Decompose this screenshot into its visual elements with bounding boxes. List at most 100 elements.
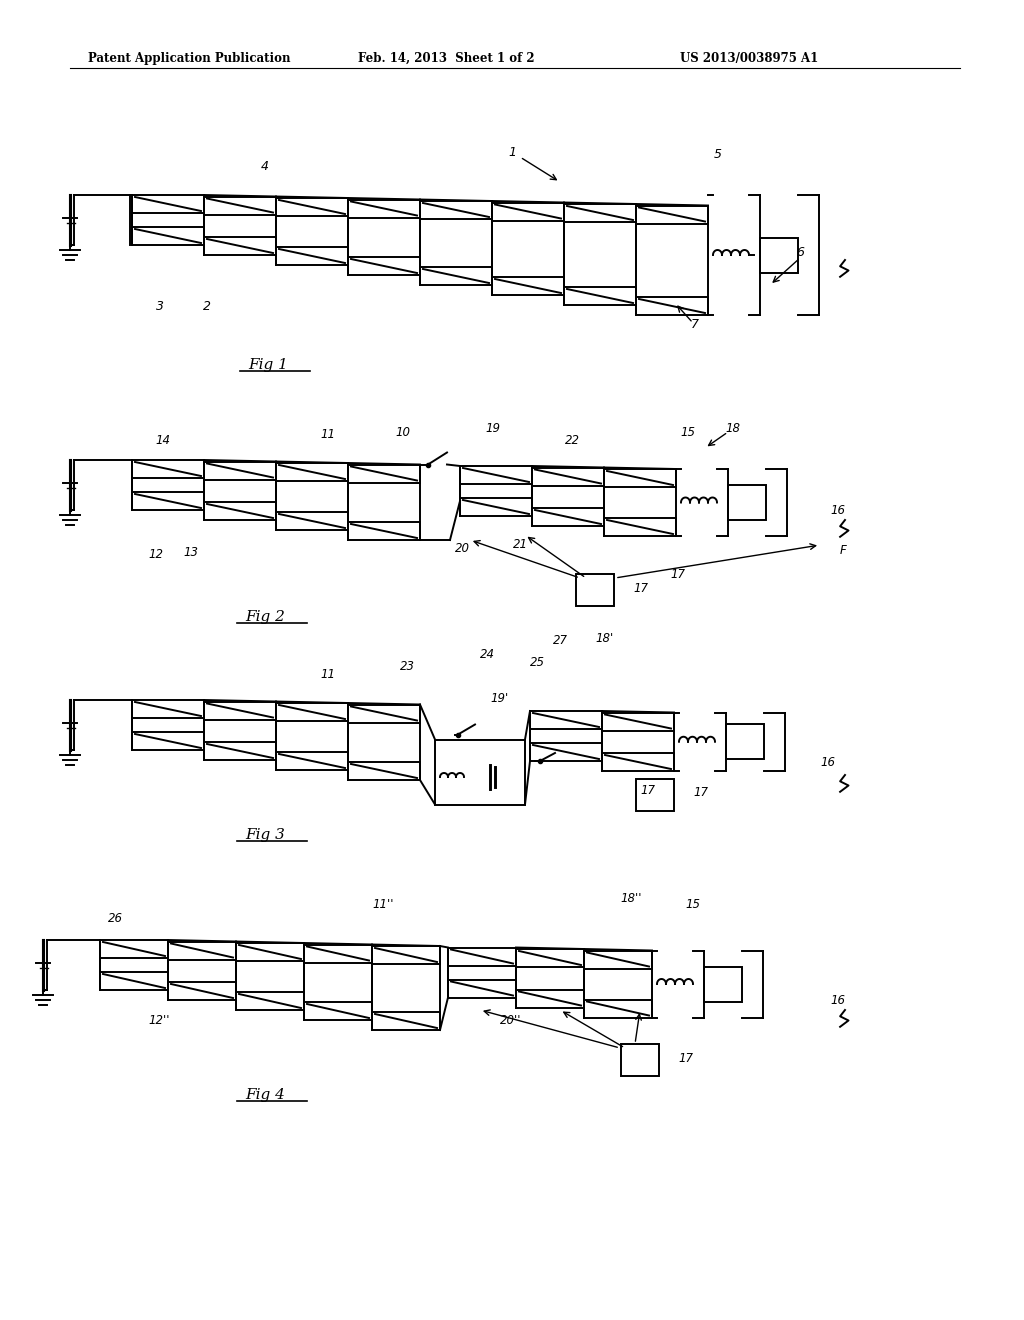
Bar [602, 752, 674, 771]
Text: 17: 17 [640, 784, 655, 796]
Bar [168, 982, 236, 1001]
Bar [348, 705, 420, 722]
Text: 15: 15 [685, 899, 700, 912]
Bar [276, 512, 348, 531]
Text: 17: 17 [670, 569, 685, 582]
Bar [132, 700, 204, 718]
Bar [204, 502, 276, 520]
Bar [564, 205, 636, 222]
Text: 18': 18' [595, 631, 613, 644]
Text: 20: 20 [455, 541, 470, 554]
Bar [100, 940, 168, 958]
Bar [348, 762, 420, 780]
Text: US 2013/0038975 A1: US 2013/0038975 A1 [680, 51, 818, 65]
Text: 20'': 20'' [500, 1014, 521, 1027]
Bar [532, 508, 604, 525]
Text: Fig 1: Fig 1 [248, 358, 288, 372]
Text: 18: 18 [725, 421, 740, 434]
Bar [168, 941, 236, 960]
Text: Feb. 14, 2013  Sheet 1 of 2: Feb. 14, 2013 Sheet 1 of 2 [358, 51, 535, 65]
Text: Fig 3: Fig 3 [245, 828, 285, 842]
Text: 16: 16 [830, 503, 845, 516]
Text: 11: 11 [319, 668, 335, 681]
Bar [132, 733, 204, 750]
Bar [530, 711, 602, 729]
Bar [575, 574, 614, 606]
Bar [726, 725, 764, 759]
Bar [530, 743, 602, 762]
Bar [204, 197, 276, 214]
Bar [276, 704, 348, 721]
Text: 27: 27 [553, 634, 568, 647]
Bar [532, 467, 604, 486]
Text: 1: 1 [508, 145, 516, 158]
Bar [236, 993, 304, 1010]
Bar [276, 463, 348, 480]
Bar [636, 297, 708, 315]
Bar [204, 742, 276, 760]
Bar [236, 942, 304, 961]
Text: 16: 16 [820, 756, 835, 770]
Text: Fig 4: Fig 4 [245, 1088, 285, 1102]
Bar [516, 990, 584, 1007]
Bar [760, 238, 798, 272]
Bar [449, 948, 516, 965]
Text: 3: 3 [156, 301, 164, 314]
Bar [100, 972, 168, 990]
Text: 15: 15 [680, 425, 695, 438]
Bar [636, 206, 708, 223]
Bar [492, 202, 564, 220]
Text: 18'': 18'' [620, 891, 641, 904]
Bar [564, 286, 636, 305]
Text: 14: 14 [155, 433, 170, 446]
Bar [449, 979, 516, 998]
Text: 17: 17 [693, 787, 708, 800]
Bar [348, 199, 420, 218]
Bar [304, 945, 372, 962]
Bar [584, 950, 652, 969]
Bar [420, 201, 492, 219]
Text: Patent Application Publication: Patent Application Publication [88, 51, 291, 65]
Text: Fig 2: Fig 2 [245, 610, 285, 624]
Text: 17: 17 [678, 1052, 693, 1064]
Bar [132, 492, 204, 510]
Bar [420, 267, 492, 285]
Text: 21: 21 [513, 539, 528, 552]
Text: 4: 4 [261, 161, 269, 173]
Text: 25: 25 [530, 656, 545, 669]
Bar [621, 1044, 659, 1076]
Bar [602, 713, 674, 730]
Bar [372, 946, 440, 964]
Text: 7: 7 [691, 318, 699, 331]
Text: 12: 12 [148, 548, 163, 561]
Bar [132, 227, 204, 246]
Bar [728, 484, 766, 520]
Bar [492, 277, 564, 294]
Bar [204, 238, 276, 255]
Bar [348, 257, 420, 275]
Text: 2: 2 [203, 301, 211, 314]
Text: 12'': 12'' [148, 1014, 170, 1027]
Bar [435, 739, 525, 804]
Text: 10: 10 [395, 425, 410, 438]
Bar [604, 517, 676, 536]
Bar [276, 752, 348, 770]
Bar [204, 701, 276, 719]
Bar [204, 462, 276, 479]
Bar [705, 966, 742, 1002]
Bar [276, 198, 348, 216]
Text: 22: 22 [565, 433, 580, 446]
Bar [516, 949, 584, 968]
Bar [460, 466, 532, 484]
Bar [372, 1012, 440, 1030]
Bar [132, 195, 204, 213]
Text: 17: 17 [633, 582, 648, 594]
Text: 13: 13 [183, 545, 198, 558]
Text: 26: 26 [108, 912, 123, 924]
Bar [348, 521, 420, 540]
Text: 11: 11 [319, 429, 335, 441]
Bar [276, 247, 348, 265]
Text: 23: 23 [400, 660, 415, 673]
Text: 16: 16 [830, 994, 845, 1006]
Bar [460, 498, 532, 516]
